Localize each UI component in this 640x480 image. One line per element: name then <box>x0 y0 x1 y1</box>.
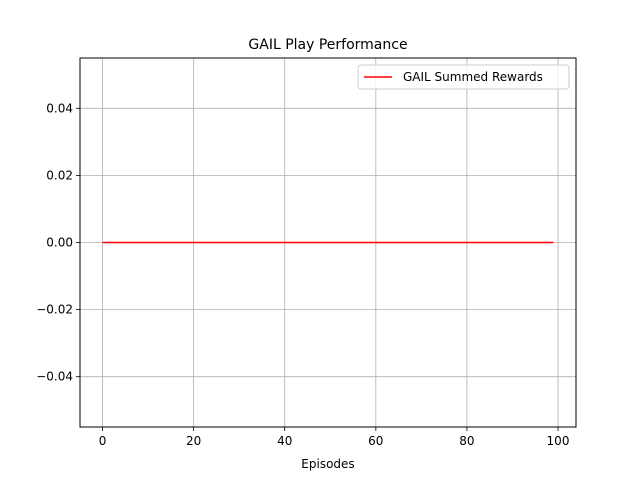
y-tick-label: 0.00 <box>46 236 73 250</box>
legend-label: GAIL Summed Rewards <box>403 70 543 84</box>
x-tick-label: 60 <box>368 434 383 448</box>
x-tick-label: 0 <box>99 434 107 448</box>
x-axis-label: Episodes <box>301 457 354 471</box>
legend-box <box>357 64 570 90</box>
y-tick-label: 0.04 <box>46 101 73 115</box>
legend: GAIL Summed Rewards <box>357 64 570 90</box>
y-axis: −0.04 −0.02 0.00 0.02 0.04 <box>36 101 80 384</box>
x-tick-label: 100 <box>547 434 570 448</box>
y-tick-label: −0.04 <box>36 370 73 384</box>
y-tick-label: −0.02 <box>36 303 73 317</box>
y-tick-label: 0.02 <box>46 168 73 182</box>
chart-title: GAIL Play Performance <box>248 37 407 53</box>
x-tick-label: 20 <box>186 434 201 448</box>
x-tick-label: 40 <box>277 434 292 448</box>
x-tick-label: 80 <box>459 434 474 448</box>
x-axis: 0 20 40 60 80 100 <box>99 427 570 448</box>
